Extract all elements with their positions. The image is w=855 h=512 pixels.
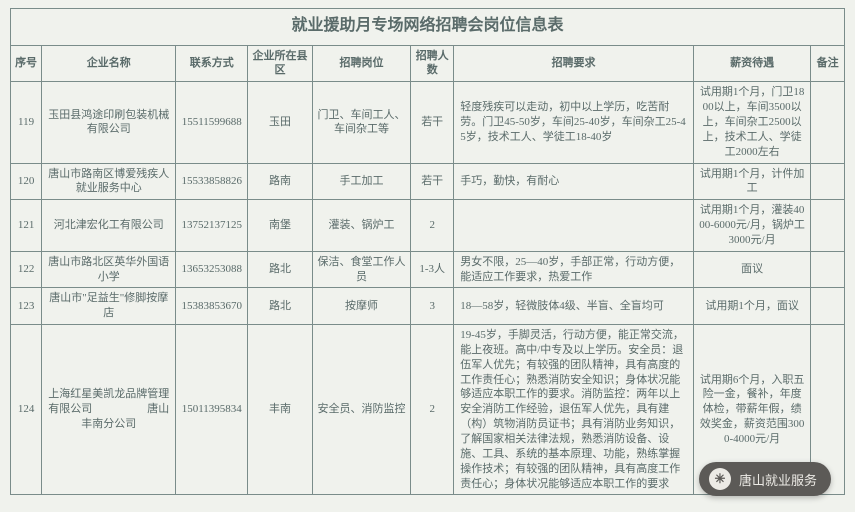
cell-tel: 15011395834	[176, 325, 248, 495]
cell-cnt: 1-3人	[411, 251, 454, 288]
cell-cnt: 3	[411, 288, 454, 325]
cell-job: 保洁、食堂工作人员	[312, 251, 410, 288]
col-pay: 薪资待遇	[693, 45, 810, 82]
cell-note	[811, 82, 845, 163]
cell-n: 124	[11, 325, 42, 495]
cell-co: 河北津宏化工有限公司	[42, 200, 176, 252]
cell-cnt: 若干	[411, 82, 454, 163]
table-row: 120唐山市路南区博爱残疾人就业服务中心15533858826路南手工加工若干手…	[11, 163, 845, 200]
cell-area: 南堡	[248, 200, 313, 252]
cell-pay: 试用期1个月，灌装4000-6000元/月，锅炉工3000元/月	[693, 200, 810, 252]
cell-req: 18—58岁，轻微肢体4级、半盲、全盲均可	[454, 288, 694, 325]
cell-area: 路南	[248, 163, 313, 200]
cell-area: 路北	[248, 251, 313, 288]
cell-tel: 13752137125	[176, 200, 248, 252]
cell-cnt: 2	[411, 200, 454, 252]
cell-cnt: 2	[411, 325, 454, 495]
cell-pay: 面议	[693, 251, 810, 288]
cell-job: 手工加工	[312, 163, 410, 200]
cell-area: 玉田	[248, 82, 313, 163]
cell-note	[811, 251, 845, 288]
col-tel: 联系方式	[176, 45, 248, 82]
col-note: 备注	[811, 45, 845, 82]
cell-req: 19-45岁，手脚灵活，行动方便，能正常交流，能上夜班。高中/中专及以上学历。安…	[454, 325, 694, 495]
cell-co: 唐山市路北区英华外国语小学	[42, 251, 176, 288]
cell-job: 灌装、锅炉工	[312, 200, 410, 252]
wechat-widget[interactable]: ✳ 唐山就业服务	[699, 462, 831, 496]
col-req: 招聘要求	[454, 45, 694, 82]
cell-tel: 15511599688	[176, 82, 248, 163]
cell-co: 上海红星美凯龙品牌管理有限公司 唐山丰南分公司	[42, 325, 176, 495]
table-row: 122唐山市路北区英华外国语小学13653253088路北保洁、食堂工作人员1-…	[11, 251, 845, 288]
col-seq: 序号	[11, 45, 42, 82]
cell-n: 119	[11, 82, 42, 163]
wechat-icon: ✳	[709, 468, 731, 490]
wechat-label: 唐山就业服务	[739, 470, 817, 489]
table-row: 123唐山市"足益生"修脚按摩店15383853670路北按摩师318—58岁，…	[11, 288, 845, 325]
cell-req: 男女不限，25—40岁，手部正常，行动方便，能适应工作要求，热爱工作	[454, 251, 694, 288]
table-row: 119玉田县鸿途印刷包装机械有限公司15511599688玉田门卫、车间工人、车…	[11, 82, 845, 163]
cell-co: 唐山市"足益生"修脚按摩店	[42, 288, 176, 325]
cell-tel: 15533858826	[176, 163, 248, 200]
cell-n: 122	[11, 251, 42, 288]
cell-area: 路北	[248, 288, 313, 325]
cell-pay: 试用期1个月，门卫1800以上，车间3500以上，车间杂工2500以上，技术工人…	[693, 82, 810, 163]
col-company: 企业名称	[42, 45, 176, 82]
page-title: 就业援助月专场网络招聘会岗位信息表	[11, 9, 845, 46]
cell-job: 门卫、车间工人、车间杂工等	[312, 82, 410, 163]
cell-pay: 试用期1个月，计件加工	[693, 163, 810, 200]
cell-pay: 试用期1个月，面议	[693, 288, 810, 325]
cell-co: 玉田县鸿途印刷包装机械有限公司	[42, 82, 176, 163]
cell-job: 按摩师	[312, 288, 410, 325]
cell-note	[811, 288, 845, 325]
cell-n: 123	[11, 288, 42, 325]
cell-req: 轻度残疾可以走动，初中以上学历，吃苦耐劳。门卫45-50岁，车间25-40岁，车…	[454, 82, 694, 163]
col-job: 招聘岗位	[312, 45, 410, 82]
col-count: 招聘人数	[411, 45, 454, 82]
col-area: 企业所在县区	[248, 45, 313, 82]
cell-co: 唐山市路南区博爱残疾人就业服务中心	[42, 163, 176, 200]
table-row: 121河北津宏化工有限公司13752137125南堡灌装、锅炉工2 试用期1个月，…	[11, 200, 845, 252]
cell-job: 安全员、消防监控	[312, 325, 410, 495]
cell-req: 手巧，勤快，有耐心	[454, 163, 694, 200]
cell-tel: 13653253088	[176, 251, 248, 288]
cell-n: 121	[11, 200, 42, 252]
cell-n: 120	[11, 163, 42, 200]
job-table: 就业援助月专场网络招聘会岗位信息表 序号 企业名称 联系方式 企业所在县区 招聘…	[10, 8, 845, 495]
cell-note	[811, 200, 845, 252]
cell-tel: 15383853670	[176, 288, 248, 325]
header-row: 序号 企业名称 联系方式 企业所在县区 招聘岗位 招聘人数 招聘要求 薪资待遇 …	[11, 45, 845, 82]
cell-area: 丰南	[248, 325, 313, 495]
cell-req	[454, 200, 694, 252]
cell-note	[811, 163, 845, 200]
cell-cnt: 若干	[411, 163, 454, 200]
